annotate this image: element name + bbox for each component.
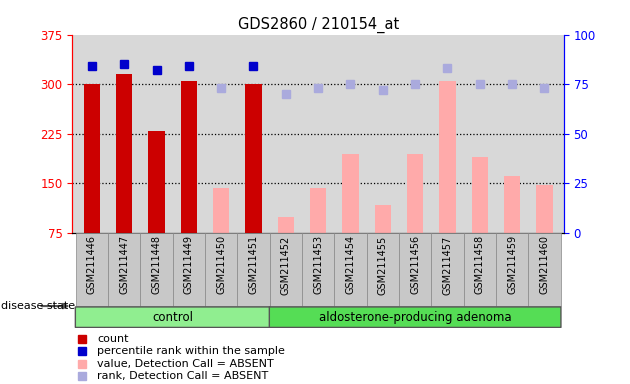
- Bar: [536, 185, 553, 233]
- Bar: [270, 233, 302, 306]
- Text: GSM211459: GSM211459: [507, 235, 517, 295]
- FancyBboxPatch shape: [270, 307, 561, 328]
- Text: disease state: disease state: [1, 301, 76, 311]
- Bar: [84, 84, 100, 233]
- Text: GSM211460: GSM211460: [539, 235, 549, 294]
- Bar: [367, 233, 399, 306]
- Text: GSM211456: GSM211456: [410, 235, 420, 295]
- Bar: [504, 175, 520, 233]
- Bar: [76, 233, 108, 306]
- Text: GSM211446: GSM211446: [87, 235, 97, 294]
- Bar: [310, 188, 326, 233]
- Bar: [496, 233, 529, 306]
- Bar: [302, 233, 335, 306]
- Text: aldosterone-producing adenoma: aldosterone-producing adenoma: [319, 311, 512, 324]
- Bar: [213, 188, 229, 233]
- Text: GSM211450: GSM211450: [216, 235, 226, 295]
- Bar: [407, 154, 423, 233]
- Text: count: count: [97, 334, 129, 344]
- Bar: [439, 81, 455, 233]
- Bar: [472, 157, 488, 233]
- Text: rank, Detection Call = ABSENT: rank, Detection Call = ABSENT: [97, 371, 268, 381]
- Text: control: control: [152, 311, 193, 324]
- Bar: [335, 233, 367, 306]
- Bar: [432, 233, 464, 306]
- Text: value, Detection Call = ABSENT: value, Detection Call = ABSENT: [97, 359, 274, 369]
- Bar: [140, 233, 173, 306]
- Bar: [149, 131, 164, 233]
- Text: GSM211453: GSM211453: [313, 235, 323, 295]
- Text: GSM211451: GSM211451: [248, 235, 258, 295]
- Text: GSM211447: GSM211447: [119, 235, 129, 295]
- Bar: [108, 233, 140, 306]
- Bar: [375, 205, 391, 233]
- Bar: [181, 81, 197, 233]
- Title: GDS2860 / 210154_at: GDS2860 / 210154_at: [238, 17, 399, 33]
- FancyBboxPatch shape: [76, 307, 270, 328]
- Text: GSM211449: GSM211449: [184, 235, 194, 294]
- Text: GSM211458: GSM211458: [475, 235, 485, 295]
- Bar: [238, 233, 270, 306]
- Bar: [529, 233, 561, 306]
- Bar: [278, 217, 294, 233]
- Bar: [464, 233, 496, 306]
- Text: GSM211448: GSM211448: [151, 235, 161, 294]
- Bar: [342, 154, 358, 233]
- Bar: [173, 233, 205, 306]
- Bar: [399, 233, 432, 306]
- Text: GSM211452: GSM211452: [281, 235, 291, 295]
- Text: GSM211455: GSM211455: [378, 235, 388, 295]
- Text: percentile rank within the sample: percentile rank within the sample: [97, 346, 285, 356]
- Text: GSM211457: GSM211457: [442, 235, 452, 295]
- Bar: [116, 74, 132, 233]
- Bar: [205, 233, 238, 306]
- Text: GSM211454: GSM211454: [345, 235, 355, 295]
- Bar: [246, 84, 261, 233]
